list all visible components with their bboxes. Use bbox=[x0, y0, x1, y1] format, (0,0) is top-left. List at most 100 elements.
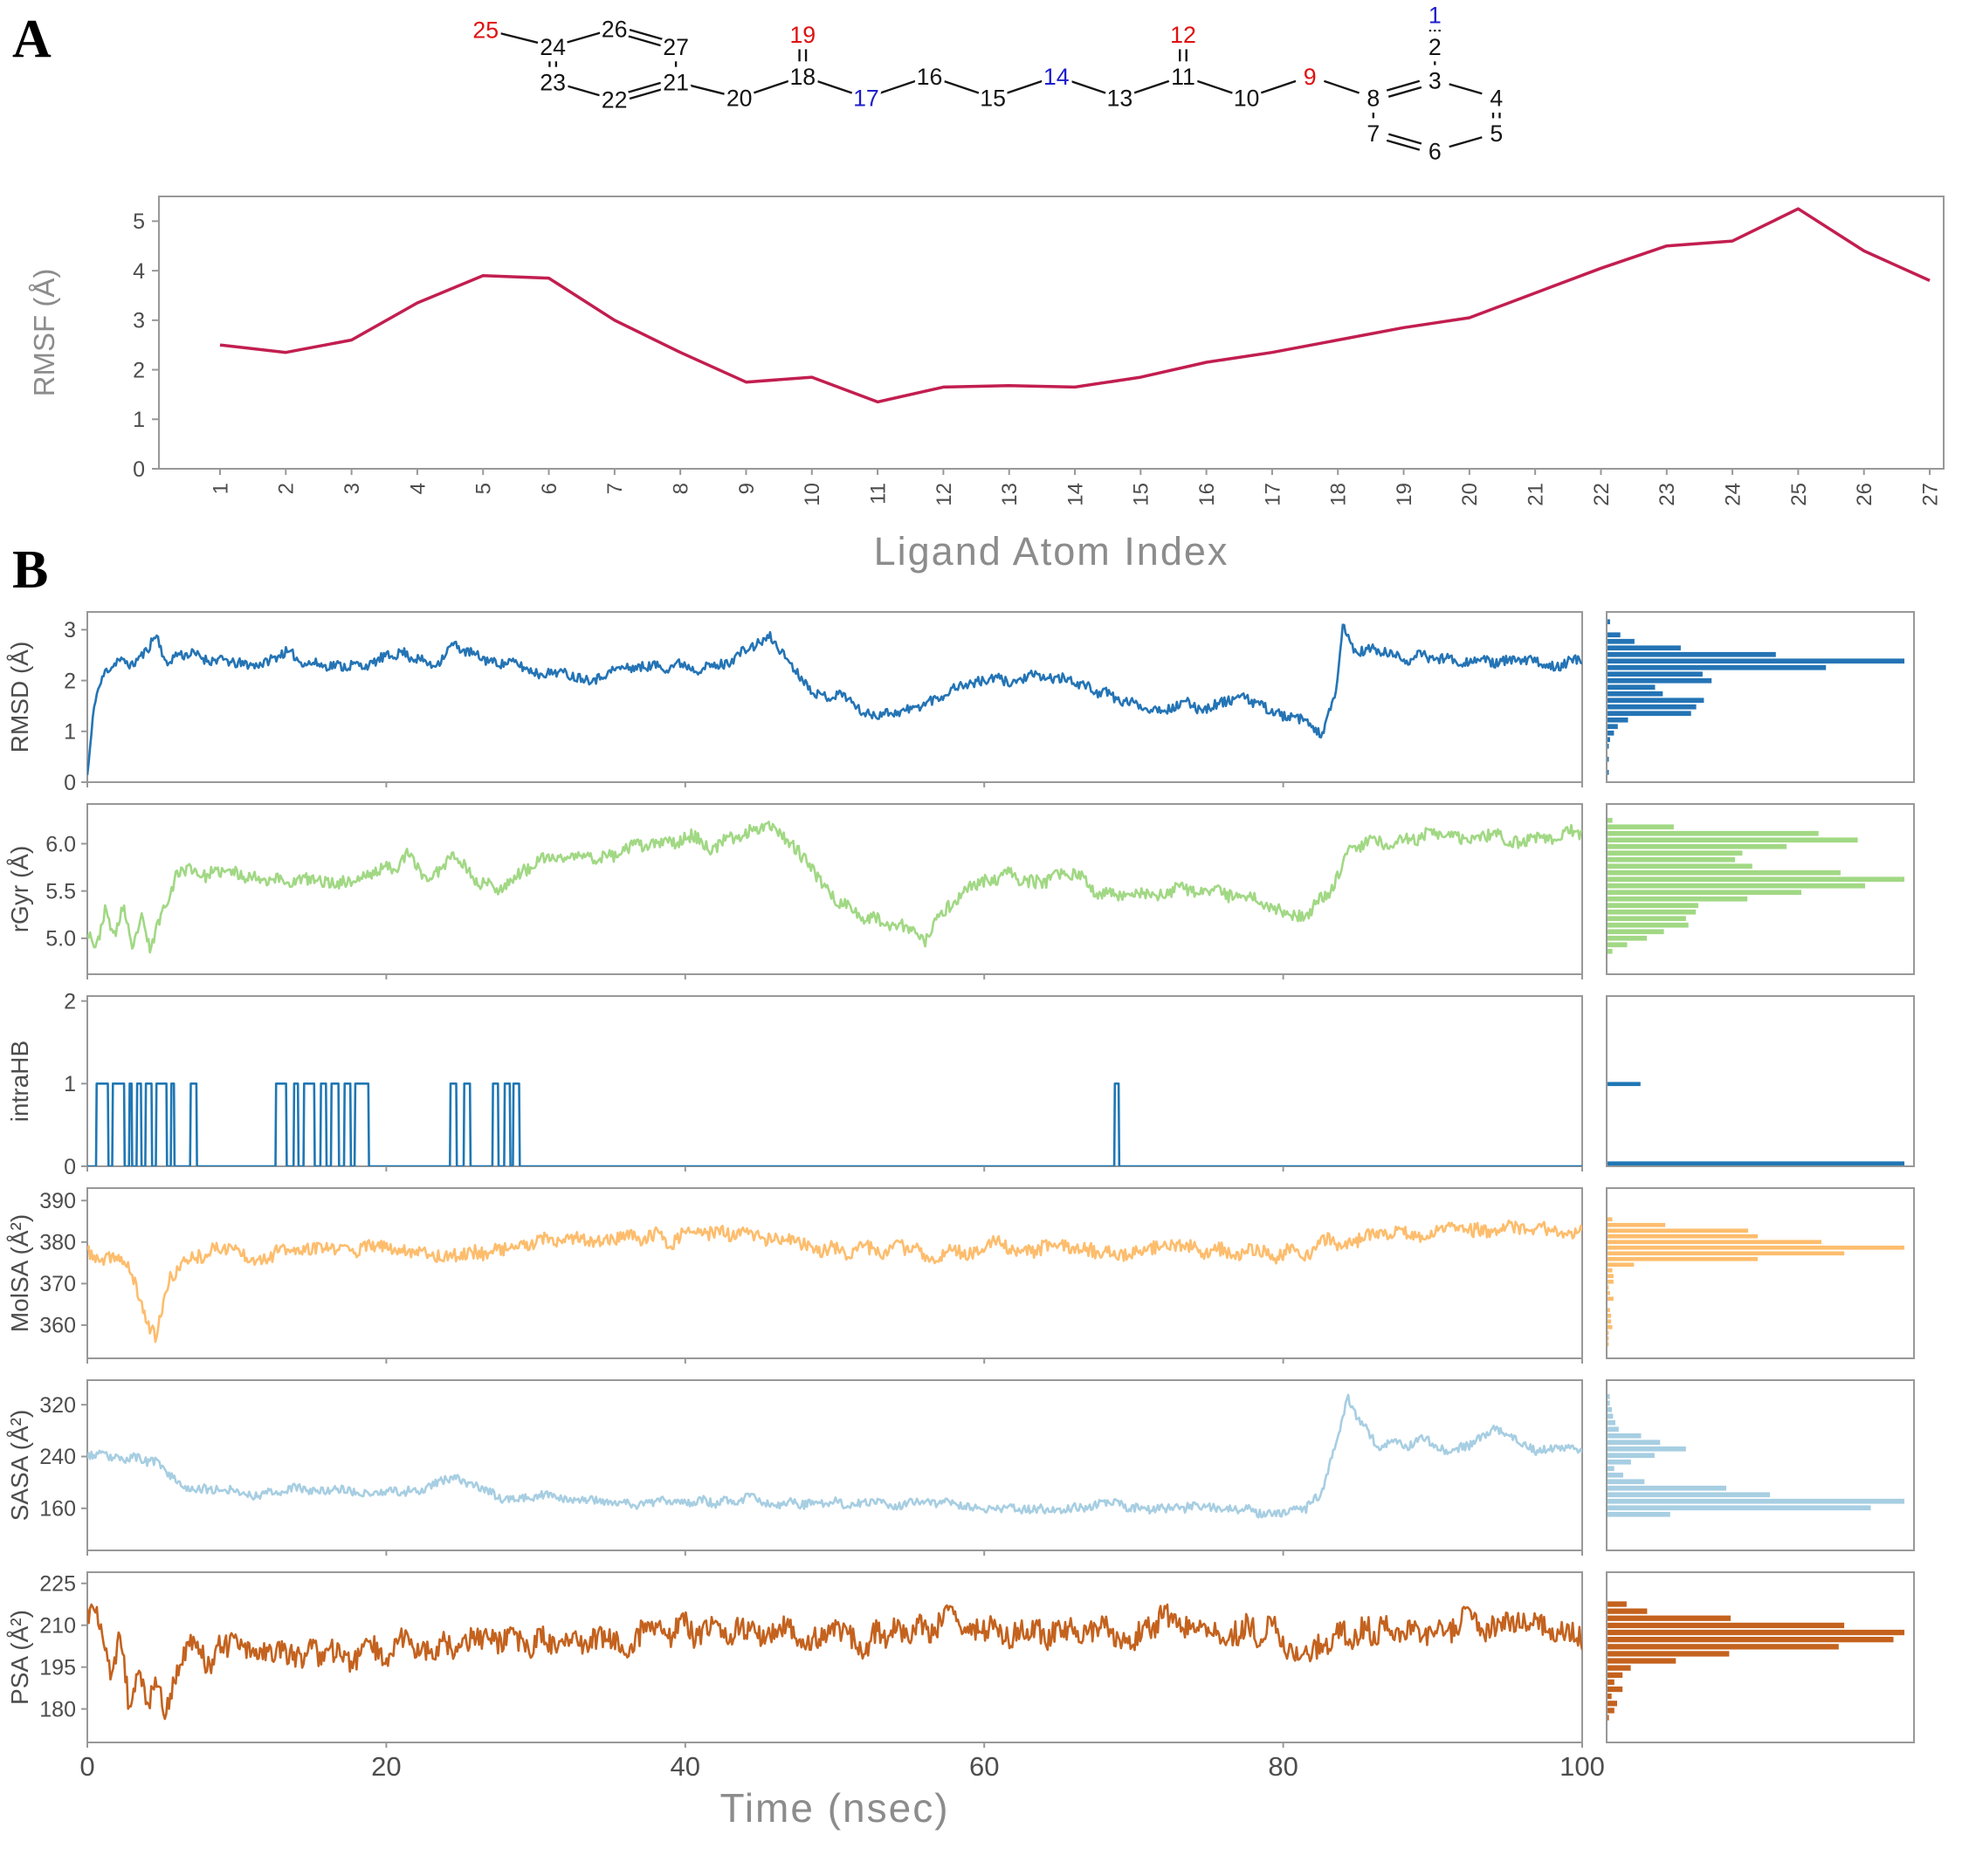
svg-text:4: 4 bbox=[406, 483, 430, 494]
svg-text:5.0: 5.0 bbox=[45, 927, 76, 952]
time-axis-label: Time (nsec) bbox=[719, 1785, 950, 1831]
svg-text:80: 80 bbox=[1268, 1751, 1298, 1782]
svg-text:180: 180 bbox=[39, 1697, 76, 1721]
svg-text:6: 6 bbox=[1429, 138, 1442, 164]
time-axis-ticks: 0 20 40 60 80 100 bbox=[79, 1751, 1605, 1782]
svg-text:2: 2 bbox=[1429, 34, 1442, 60]
structure-atom-labels: 1234567891011121314151617181920212223242… bbox=[470, 0, 1506, 168]
svg-text:9: 9 bbox=[735, 483, 759, 494]
svg-text:5: 5 bbox=[472, 483, 496, 494]
svg-text:380: 380 bbox=[39, 1231, 76, 1255]
svg-text:20: 20 bbox=[371, 1751, 401, 1782]
svg-text:24: 24 bbox=[540, 34, 566, 60]
trace-intrahb bbox=[87, 1082, 1582, 1166]
svg-text:22: 22 bbox=[602, 87, 628, 113]
svg-text:12: 12 bbox=[1170, 22, 1196, 48]
svg-text:360: 360 bbox=[39, 1314, 76, 1338]
svg-text:13: 13 bbox=[998, 483, 1022, 506]
svg-text:5: 5 bbox=[1490, 120, 1503, 147]
svg-text:16: 16 bbox=[917, 64, 943, 90]
svg-text:6: 6 bbox=[538, 483, 561, 494]
svg-text:3: 3 bbox=[1429, 67, 1442, 93]
svg-text:SASA (Å²): SASA (Å²) bbox=[6, 1410, 33, 1522]
hist-psa bbox=[1608, 1601, 1904, 1721]
trace-molsa bbox=[87, 1219, 1582, 1343]
hist-sasa bbox=[1608, 1393, 1904, 1517]
svg-text:13: 13 bbox=[1107, 86, 1133, 112]
svg-text:11: 11 bbox=[1171, 64, 1195, 90]
svg-text:intraHB: intraHB bbox=[6, 1041, 33, 1122]
svg-text:0: 0 bbox=[64, 771, 76, 795]
hist-rmsd bbox=[1608, 619, 1904, 775]
svg-text:3: 3 bbox=[133, 309, 145, 333]
svg-text:2: 2 bbox=[133, 358, 145, 382]
svg-text:9: 9 bbox=[1304, 64, 1317, 90]
svg-text:7: 7 bbox=[1367, 120, 1380, 147]
rmsf-yaxis-label: RMSF (Å) bbox=[28, 269, 60, 397]
svg-text:8: 8 bbox=[1367, 86, 1380, 112]
svg-text:22: 22 bbox=[1590, 483, 1614, 506]
svg-text:rGyr (Å): rGyr (Å) bbox=[6, 846, 33, 933]
svg-text:20: 20 bbox=[726, 86, 753, 112]
svg-text:25: 25 bbox=[1787, 483, 1811, 506]
structure-bonds bbox=[499, 28, 1501, 151]
svg-text:1: 1 bbox=[209, 483, 232, 494]
svg-text:23: 23 bbox=[540, 69, 566, 95]
svg-text:18: 18 bbox=[1327, 483, 1351, 506]
svg-text:7: 7 bbox=[603, 483, 627, 494]
svg-text:40: 40 bbox=[671, 1751, 700, 1782]
svg-text:16: 16 bbox=[1195, 483, 1219, 506]
svg-text:4: 4 bbox=[133, 259, 145, 284]
trace-sasa bbox=[87, 1393, 1582, 1519]
svg-text:370: 370 bbox=[39, 1272, 76, 1296]
svg-text:2: 2 bbox=[64, 669, 76, 693]
svg-text:1: 1 bbox=[133, 408, 145, 432]
svg-text:26: 26 bbox=[1853, 483, 1876, 506]
svg-text:26: 26 bbox=[602, 17, 628, 43]
svg-text:320: 320 bbox=[39, 1393, 76, 1418]
svg-text:390: 390 bbox=[39, 1189, 76, 1213]
svg-text:1: 1 bbox=[64, 720, 76, 745]
svg-text:4: 4 bbox=[1490, 86, 1503, 112]
hist-rgyr bbox=[1608, 817, 1904, 954]
svg-text:27: 27 bbox=[1918, 483, 1942, 506]
svg-text:1: 1 bbox=[64, 1072, 76, 1096]
svg-text:11: 11 bbox=[866, 483, 890, 505]
svg-text:20: 20 bbox=[1458, 483, 1482, 506]
trace-psa bbox=[87, 1603, 1582, 1721]
svg-text:5: 5 bbox=[133, 210, 145, 234]
svg-text:10: 10 bbox=[1234, 86, 1260, 112]
svg-text:100: 100 bbox=[1559, 1751, 1605, 1782]
row-intrahb: 0 1 2 intraHB bbox=[6, 989, 1915, 1179]
svg-text:15: 15 bbox=[1130, 483, 1153, 506]
svg-text:60: 60 bbox=[969, 1751, 999, 1782]
svg-text:14: 14 bbox=[1064, 483, 1087, 506]
trace-rmsd bbox=[87, 623, 1582, 775]
svg-text:10: 10 bbox=[801, 483, 824, 506]
svg-text:21: 21 bbox=[663, 69, 689, 95]
svg-text:18: 18 bbox=[789, 64, 816, 90]
svg-text:160: 160 bbox=[39, 1497, 76, 1522]
svg-text:RMSD (Å): RMSD (Å) bbox=[6, 642, 33, 753]
svg-text:17: 17 bbox=[853, 86, 879, 112]
svg-text:240: 240 bbox=[39, 1445, 76, 1469]
svg-text:24: 24 bbox=[1721, 483, 1745, 506]
svg-text:27: 27 bbox=[663, 34, 689, 60]
svg-text:3: 3 bbox=[341, 483, 364, 494]
svg-text:25: 25 bbox=[472, 17, 499, 44]
rmsf-line bbox=[219, 207, 1931, 404]
hist-intrahb bbox=[1608, 1082, 1904, 1166]
panel-a-label: A bbox=[12, 10, 52, 69]
svg-text:3: 3 bbox=[64, 618, 76, 643]
svg-text:14: 14 bbox=[1043, 64, 1070, 90]
svg-text:MolSA (Å²): MolSA (Å²) bbox=[6, 1214, 33, 1332]
rmsf-xaxis-label: Ligand Atom Index bbox=[874, 529, 1229, 574]
svg-text:210: 210 bbox=[39, 1613, 76, 1638]
trace-rgyr bbox=[87, 821, 1582, 954]
panel-b-label: B bbox=[12, 540, 49, 600]
